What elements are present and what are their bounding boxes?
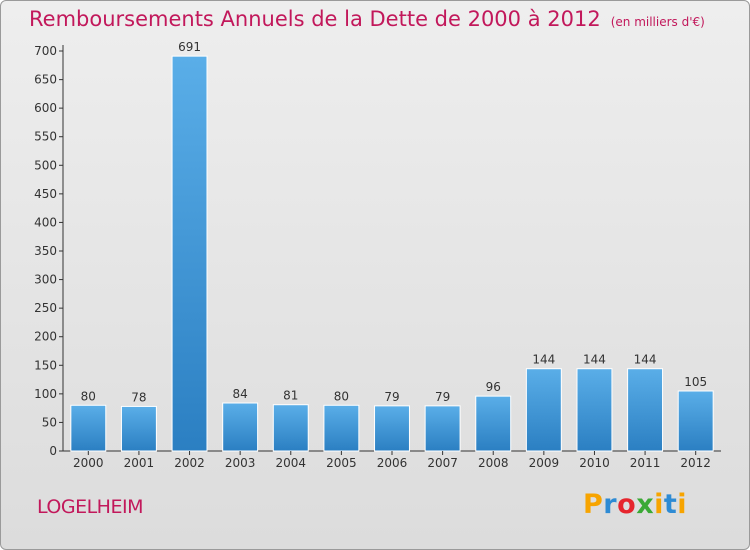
x-tick-label-2008: 2008: [478, 456, 509, 470]
commune-name: LOGELHEIM: [37, 496, 143, 518]
bar-2009: [525, 368, 562, 452]
data-label-2008: 96: [486, 380, 501, 394]
x-tick-label-2001: 2001: [124, 456, 155, 470]
data-label-2007: 79: [435, 390, 450, 404]
x-tick-label-2005: 2005: [326, 456, 357, 470]
chart-title: Remboursements Annuels de la Dette de 20…: [29, 7, 705, 31]
x-tick-label-2004: 2004: [275, 456, 306, 470]
x-tick-label-2010: 2010: [579, 456, 610, 470]
logo-letter: P: [583, 489, 604, 520]
bars: 80 2000 78 2001 691 2002 84 2003 81 2004 80 2005 79 2…: [70, 40, 714, 470]
y-tick-label: 300: [34, 273, 57, 287]
y-tick-label: 450: [34, 187, 57, 201]
y-tick-label: 200: [34, 330, 57, 344]
proxiti-logo: Proxiti: [583, 489, 687, 520]
x-tick-label-2011: 2011: [630, 456, 661, 470]
chart-subtitle: (en milliers d'€): [610, 15, 705, 29]
bar-2005: [323, 404, 360, 452]
data-label-2002: 691: [178, 40, 201, 54]
bar-2011: [627, 368, 664, 452]
y-tick-label: 100: [34, 387, 57, 401]
data-label-2010: 144: [583, 353, 606, 367]
y-tick-label: 700: [34, 44, 57, 58]
bar-2007: [424, 405, 461, 452]
x-tick-label-2007: 2007: [427, 456, 458, 470]
bar-2003: [222, 402, 259, 452]
y-tick-label: 400: [34, 215, 57, 229]
bar-2001: [120, 405, 157, 452]
y-tick-label: 500: [34, 158, 57, 172]
x-tick-label-2006: 2006: [377, 456, 408, 470]
data-label-2004: 81: [283, 389, 298, 403]
bar-2012: [677, 390, 714, 452]
data-label-2001: 78: [131, 390, 146, 404]
y-tick-label: 50: [42, 415, 57, 429]
bar-2010: [576, 368, 613, 452]
data-label-2005: 80: [334, 389, 349, 403]
x-tick-label-2012: 2012: [680, 456, 711, 470]
y-tick-label: 550: [34, 130, 57, 144]
data-label-2000: 80: [81, 389, 96, 403]
bar-2004: [272, 404, 309, 452]
data-label-2009: 144: [532, 353, 555, 367]
bar-2006: [374, 405, 410, 452]
x-tick-label-2002: 2002: [174, 456, 205, 470]
logo-letter: t: [663, 489, 678, 520]
axes: 0 50 100 150 200 250 300 350 400 450 500 550 600 650 7…: [34, 44, 721, 458]
logo-letter: r: [603, 489, 618, 520]
title-text: Remboursements Annuels de la Dette de 20…: [29, 7, 601, 31]
logo-letter: x: [636, 489, 655, 520]
data-label-2006: 79: [384, 390, 399, 404]
x-tick-label-2000: 2000: [73, 456, 104, 470]
bar-2002: [171, 55, 208, 452]
y-tick-label: 600: [34, 101, 57, 115]
y-tick-label: 150: [34, 358, 57, 372]
logo-letter: i: [677, 489, 688, 520]
bar-2008: [475, 395, 512, 452]
y-tick-label: 650: [34, 73, 57, 87]
y-tick-label: 350: [34, 244, 57, 258]
bar-2000: [70, 404, 107, 452]
data-label-2003: 84: [233, 387, 248, 401]
x-tick-label-2009: 2009: [529, 456, 560, 470]
data-label-2011: 144: [634, 353, 657, 367]
y-tick-label: 250: [34, 301, 57, 315]
x-tick-label-2003: 2003: [225, 456, 256, 470]
logo-letter: i: [654, 489, 664, 520]
logo-letter: o: [617, 489, 637, 520]
y-tick-label: 0: [49, 444, 57, 458]
data-label-2012: 105: [684, 375, 707, 389]
